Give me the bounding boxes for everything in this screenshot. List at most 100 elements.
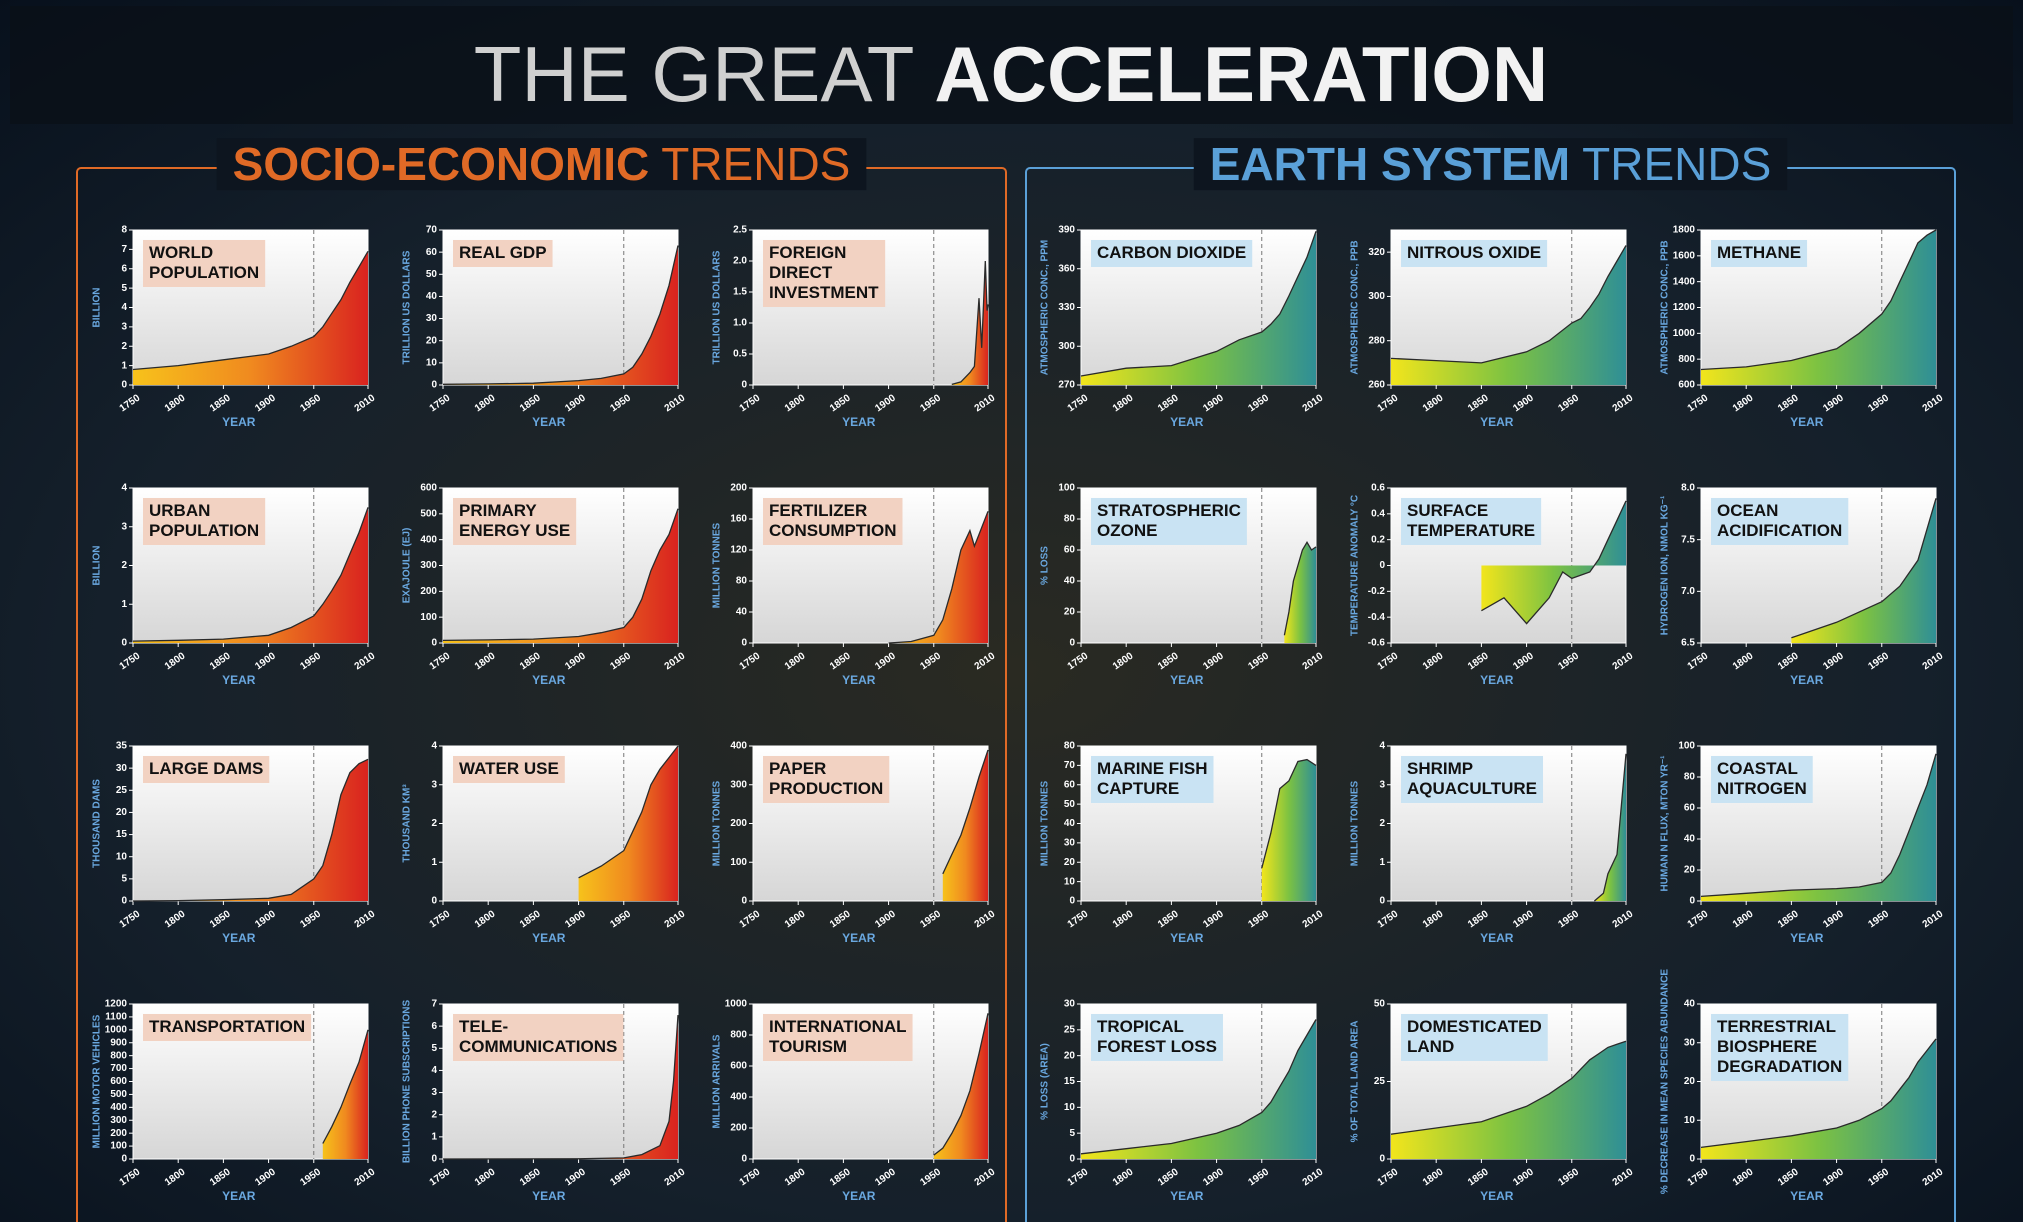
line	[442, 245, 679, 385]
y-tick-label: 1200	[1673, 302, 1696, 313]
section-heading: SOCIO-ECONOMIC TRENDS	[233, 138, 851, 190]
chart-title-line: ACIDIFICATION	[1717, 521, 1842, 540]
y-tick-label: 7.0	[1681, 586, 1695, 597]
y-tick-label: -0.6	[1368, 638, 1386, 649]
y-tick-label: 50	[426, 269, 438, 280]
area	[1481, 500, 1626, 624]
section-heading-light: TRENDS	[661, 138, 850, 190]
y-tick-label: 120	[730, 545, 747, 556]
chart-title: PAPER PRODUCTION	[769, 759, 883, 798]
chart-title-box	[763, 498, 903, 545]
y-axis-label: TEMPERATURE ANOMALY °C	[1350, 495, 1361, 636]
chart-title-line: URBAN	[149, 501, 210, 520]
y-tick-label: 4	[431, 741, 437, 752]
x-axis-label: YEAR	[532, 415, 566, 429]
y-tick-label: 2	[431, 818, 437, 829]
chart-title-box	[1711, 756, 1813, 803]
section-heading-light: TRENDS	[1582, 138, 1771, 190]
y-tick-label: 5	[121, 873, 127, 884]
y-tick-label: 80	[1684, 772, 1696, 783]
area	[443, 245, 678, 385]
y-axis-label: % LOSS	[1040, 546, 1051, 585]
y-tick-label: 400	[730, 741, 747, 752]
y-tick-label: 0	[741, 380, 747, 391]
y-tick-label: 3	[431, 779, 437, 790]
y-axis-label: HYDROGEN ION, NMOL KG⁻¹	[1660, 495, 1671, 635]
y-tick-label: 330	[1058, 302, 1075, 313]
y-tick-label: 1.5	[733, 287, 747, 298]
chart-title-line: WATER USE	[459, 759, 559, 778]
y-tick-label: 10	[1684, 1115, 1696, 1126]
y-axis-label: TRILLION US DOLLARS	[712, 250, 723, 364]
y-tick-label: 0	[431, 896, 437, 907]
chart-title-line: DIRECT	[769, 263, 833, 282]
y-tick-label: 35	[116, 741, 128, 752]
y-tick-label: 400	[730, 1092, 747, 1103]
line	[1593, 753, 1627, 902]
y-tick-label: 400	[110, 1102, 127, 1113]
x-axis-label: YEAR	[1170, 931, 1204, 945]
y-tick-label: 30	[1064, 838, 1076, 849]
x-axis-label: YEAR	[1480, 415, 1514, 429]
x-axis-label: YEAR	[842, 415, 876, 429]
y-tick-label: 0	[1379, 896, 1385, 907]
line	[1700, 229, 1937, 371]
area	[578, 746, 678, 901]
y-tick-label: 10	[1064, 1102, 1076, 1113]
chart-title-line: TRANSPORTATION	[149, 1017, 305, 1036]
y-tick-label: 3	[431, 1087, 437, 1098]
chart-title-line: TOURISM	[769, 1037, 847, 1056]
y-tick-label: 200	[110, 1128, 127, 1139]
y-tick-label: 4	[121, 483, 127, 494]
area	[1081, 1019, 1316, 1159]
y-axis-label: % LOSS (AREA)	[1040, 1043, 1051, 1120]
area	[942, 749, 988, 901]
line	[1261, 758, 1317, 869]
y-tick-label: 15	[116, 829, 128, 840]
y-tick-label: 1800	[1673, 225, 1696, 236]
y-tick-label: 60	[1064, 779, 1076, 790]
x-axis-label: YEAR	[532, 673, 566, 687]
y-tick-label: 360	[1058, 263, 1075, 274]
y-tick-label: 0.6	[1371, 483, 1385, 494]
line	[442, 1015, 679, 1160]
line	[1791, 498, 1937, 639]
section-heading-bg	[216, 138, 867, 191]
y-tick-label: 0	[1069, 1154, 1075, 1165]
line	[1481, 500, 1627, 625]
chart-title-line: TELE-	[459, 1017, 508, 1036]
chart-title: MARINE FISH CAPTURE	[1097, 759, 1208, 798]
y-tick-label: 2.5	[733, 225, 747, 236]
chart-title-line: COMMUNICATIONS	[459, 1037, 617, 1056]
chart-title-box	[1711, 1014, 1849, 1081]
y-tick-label: 320	[1368, 247, 1385, 258]
y-tick-label: 50	[1064, 799, 1076, 810]
y-tick-label: 0	[741, 896, 747, 907]
chart-title: LARGE DAMS	[149, 759, 263, 778]
y-tick-label: 100	[420, 612, 437, 623]
y-tick-label: 1000	[725, 999, 748, 1010]
y-tick-label: 1200	[105, 999, 128, 1010]
line	[132, 507, 369, 642]
x-axis-label: YEAR	[532, 1189, 566, 1203]
chart-title: URBAN POPULATION	[149, 501, 259, 540]
y-tick-label: 300	[420, 560, 437, 571]
y-axis-label: BILLION	[92, 288, 103, 328]
chart-title-box	[1401, 1014, 1548, 1061]
y-tick-label: 0	[121, 380, 127, 391]
x-axis-label: YEAR	[222, 931, 256, 945]
y-axis-label: TRILLION US DOLLARS	[402, 250, 413, 364]
y-tick-label: 2	[121, 341, 127, 352]
y-tick-label: 0	[431, 638, 437, 649]
chart-title-box	[1401, 240, 1548, 267]
y-tick-label: 25	[1064, 1024, 1076, 1035]
y-axis-label: % DECREASE IN MEAN SPECIES ABUNDANCE	[1660, 969, 1671, 1195]
area	[1701, 1038, 1936, 1159]
y-tick-label: 100	[1058, 483, 1075, 494]
line	[1283, 541, 1317, 636]
line	[942, 749, 989, 875]
y-tick-label: 300	[1058, 341, 1075, 352]
chart-title-line: LAND	[1407, 1037, 1454, 1056]
y-tick-label: 80	[736, 576, 748, 587]
y-tick-label: 15	[1064, 1076, 1076, 1087]
